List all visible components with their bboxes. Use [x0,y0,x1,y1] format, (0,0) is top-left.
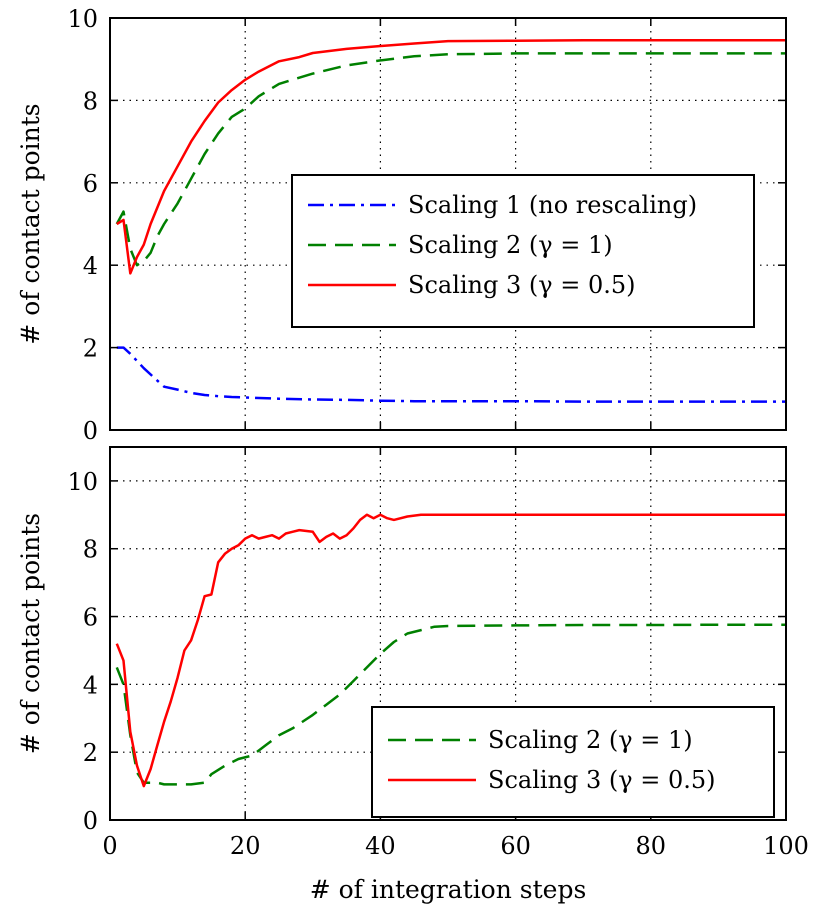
bottom-legend-box [371,706,775,818]
top-y-tick-label-0: 0 [83,417,98,445]
top-plot-frame [109,17,787,431]
top-legend-box [291,174,755,328]
bottom-x-tick-label-60: 60 [500,832,531,860]
top-series-line-2 [115,52,786,267]
top-series [115,38,786,403]
bottom-y-tick-label-8: 8 [83,536,98,564]
bottom-y-tick-label-6: 6 [83,604,98,632]
bottom-x-tick-label-100: 100 [763,832,809,860]
top-y-tick-label-8: 8 [83,87,98,115]
bottom-y-tick-label-2: 2 [83,739,98,767]
bottom-y-tick-label-10: 10 [67,468,98,496]
top-legend-label-scaling-2: Scaling 2 (γ = 1) [408,231,613,259]
bottom-x-tick-label-20: 20 [230,832,261,860]
bottom-x-tick-label-40: 40 [365,832,396,860]
top-legend-label-scaling-3: Scaling 3 (γ = 0.5) [408,271,636,299]
bottom-legend-label-scaling-3: Scaling 3 (γ = 0.5) [488,766,716,794]
bottom-y-tick-label-0: 0 [83,807,98,835]
top-y-tick-label-2: 2 [83,335,98,363]
top-legend: Scaling 1 (no rescaling) Scaling 2 (γ = … [291,174,755,328]
top-series-line-3 [116,38,786,275]
x-axis-label: # of integration steps [310,875,587,904]
bottom-legend: Scaling 2 (γ = 1) Scaling 3 (γ = 0.5) [371,706,775,818]
bottom-x-tick-label-0: 0 [102,832,117,860]
bottom-ticks: 0 20 40 60 80 100 0 2 4 6 8 10 [67,447,809,860]
bottom-legend-label-scaling-2: Scaling 2 (γ = 1) [488,726,693,754]
top-y-tick-label-10: 10 [67,5,98,33]
top-legend-label-scaling-1: Scaling 1 (no rescaling) [408,191,697,219]
top-ticks: 0 2 4 6 8 10 [67,5,786,445]
top-y-tick-label-6: 6 [83,170,98,198]
bottom-y-axis-label: # of contact points [16,513,45,754]
bottom-y-tick-label-4: 4 [83,671,98,699]
bottom-x-tick-label-80: 80 [636,832,667,860]
top-y-axis-label: # of contact points [16,103,45,344]
bottom-series-line-2 [115,513,786,788]
bottom-series-line-1 [115,623,786,786]
bottom-series [115,513,786,788]
top-series-line-1 [116,346,786,403]
top-panel: 0 2 4 6 8 10 # of contact points Scaling 1 (n… [16,5,787,445]
bottom-plot-frame [109,446,787,821]
top-y-tick-label-4: 4 [83,252,98,280]
